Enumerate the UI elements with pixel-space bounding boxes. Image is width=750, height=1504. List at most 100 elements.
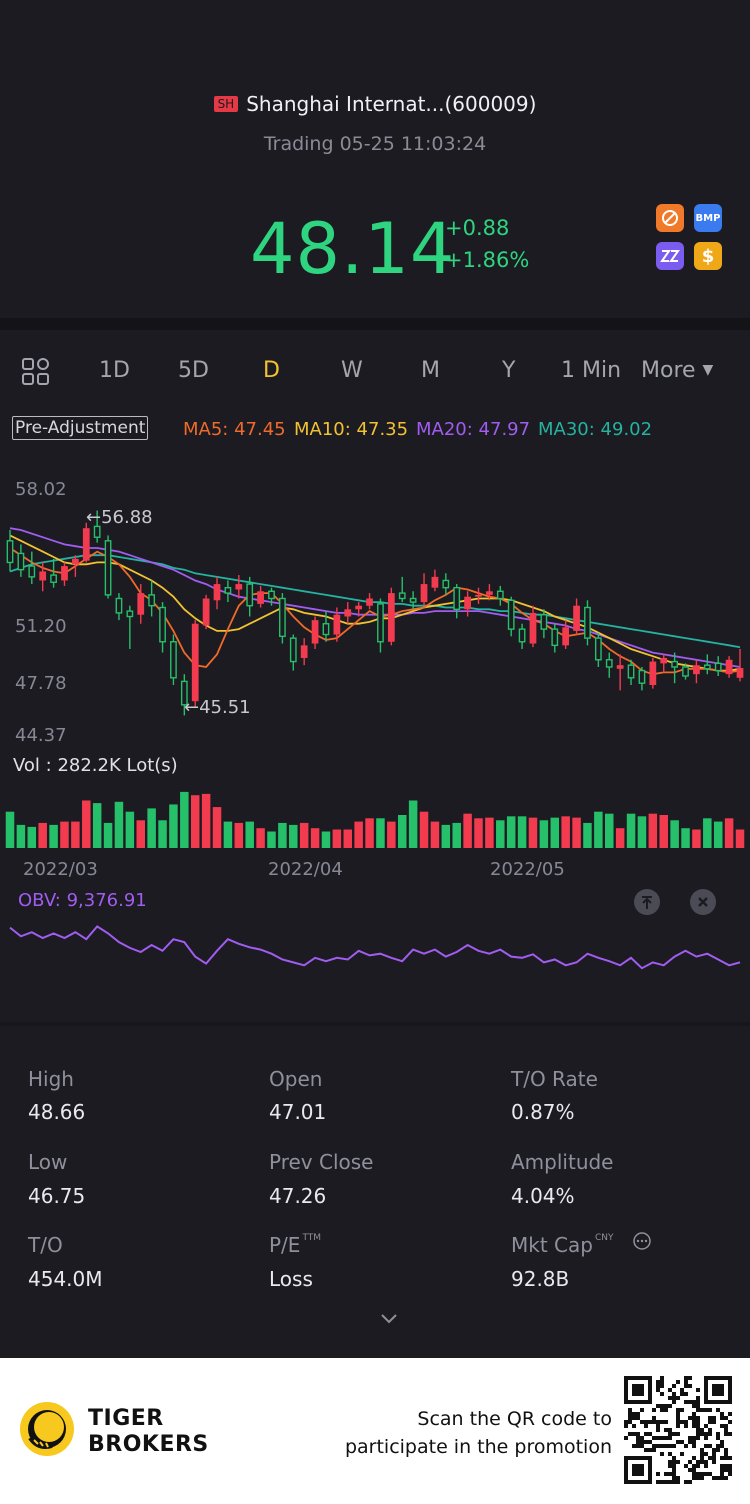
cny-superscript: CNY [594,1233,614,1243]
close-icon[interactable] [690,889,716,915]
qr-module [728,1468,732,1472]
tab-5d[interactable]: 5D [178,358,209,383]
candle-body [398,592,406,600]
more-options-icon[interactable] [632,1231,652,1255]
qr-module [684,1392,688,1396]
volume-bar [245,821,254,848]
qr-module [696,1408,700,1412]
candle-body [573,605,580,631]
qr-module [688,1416,692,1420]
tab-1min[interactable]: 1 Min [561,358,622,383]
more-dropdown[interactable]: More ▼ [641,358,713,383]
pin-top-icon[interactable] [634,889,660,915]
stat-open-value: 47.01 [269,1100,327,1124]
volume-bar [397,815,407,848]
volume-bar [60,821,69,848]
tab-d[interactable]: D [263,358,280,383]
candlestick-chart[interactable] [0,460,750,750]
qr-module [672,1432,676,1436]
candle-body [496,590,504,600]
qr-module [696,1420,700,1424]
stat-pe-label: P/E TTM [269,1233,321,1257]
qr-module [640,1420,644,1424]
qr-module [692,1444,696,1448]
volume-bar [615,828,625,848]
tab-m[interactable]: M [421,358,440,383]
volume-bar [659,815,668,848]
qr-module [676,1416,680,1420]
zz-icon[interactable] [656,242,684,270]
no-short-icon[interactable] [656,204,684,232]
volume-chart[interactable] [0,780,750,848]
qr-module [716,1436,720,1440]
candle-body [159,606,166,643]
candle-body [486,591,493,595]
qr-module [684,1424,688,1428]
qr-module [724,1468,728,1472]
qr-finder [632,1464,644,1476]
qr-module [716,1476,720,1480]
tab-1d[interactable]: 1D [99,358,130,383]
candle-body [377,603,384,643]
qr-module [668,1480,672,1484]
volume-bar [92,803,102,848]
qr-module [724,1432,728,1436]
volume-bar [114,801,124,848]
candle-body [464,596,471,610]
trading-status: Trading 05-25 11:03:24 [263,133,487,155]
obv-chart[interactable] [0,912,750,982]
qr-module [652,1444,656,1448]
candle-body [475,594,482,597]
qr-module [724,1428,728,1432]
qr-module [716,1432,720,1436]
qr-module [696,1388,700,1392]
low-annotation: ←45.51 [184,697,251,718]
dollar-icon[interactable]: $ [694,242,722,270]
qr-module [712,1452,716,1456]
volume-bar [212,807,222,848]
qr-module [672,1464,676,1468]
stat-low-label: Low [28,1150,68,1174]
qr-module [652,1416,656,1420]
qr-module [696,1472,700,1476]
volume-bar [648,813,658,848]
qr-module [648,1440,652,1444]
qr-module [672,1472,676,1476]
qr-module [668,1452,672,1456]
qr-module [676,1476,680,1480]
grid-menu-icon[interactable] [22,358,50,390]
volume-bar [637,816,647,848]
volume-bar [724,818,734,848]
candle-body [126,610,134,618]
tab-w[interactable]: W [341,358,363,383]
qr-module [688,1376,692,1380]
qr-module [684,1420,688,1424]
qr-module [672,1392,676,1396]
tab-y[interactable]: Y [502,358,516,383]
qr-module [708,1416,712,1420]
qr-module [660,1408,664,1412]
qr-module [660,1384,664,1388]
qr-module [728,1412,732,1416]
qr-module [656,1428,660,1432]
volume-bar [572,817,581,848]
qr-module [724,1416,728,1420]
qr-module [692,1424,696,1428]
qr-module [672,1400,676,1404]
volume-bar [528,817,538,848]
qr-module [636,1432,640,1436]
qr-module [680,1452,684,1456]
volume-bar [463,813,472,848]
qr-module [636,1440,640,1444]
qr-module [676,1480,680,1484]
volume-bar [713,821,723,848]
qr-code[interactable] [624,1376,732,1484]
candle-body [137,593,145,615]
pre-adjustment-button[interactable]: Pre-Adjustment [12,416,149,440]
qr-module [728,1472,732,1476]
bmp-badge-icon[interactable]: BMP [694,204,722,232]
qr-module [720,1444,724,1448]
expand-chevron-icon[interactable] [378,1310,400,1330]
candle-body [736,668,744,678]
qr-module [660,1380,664,1384]
